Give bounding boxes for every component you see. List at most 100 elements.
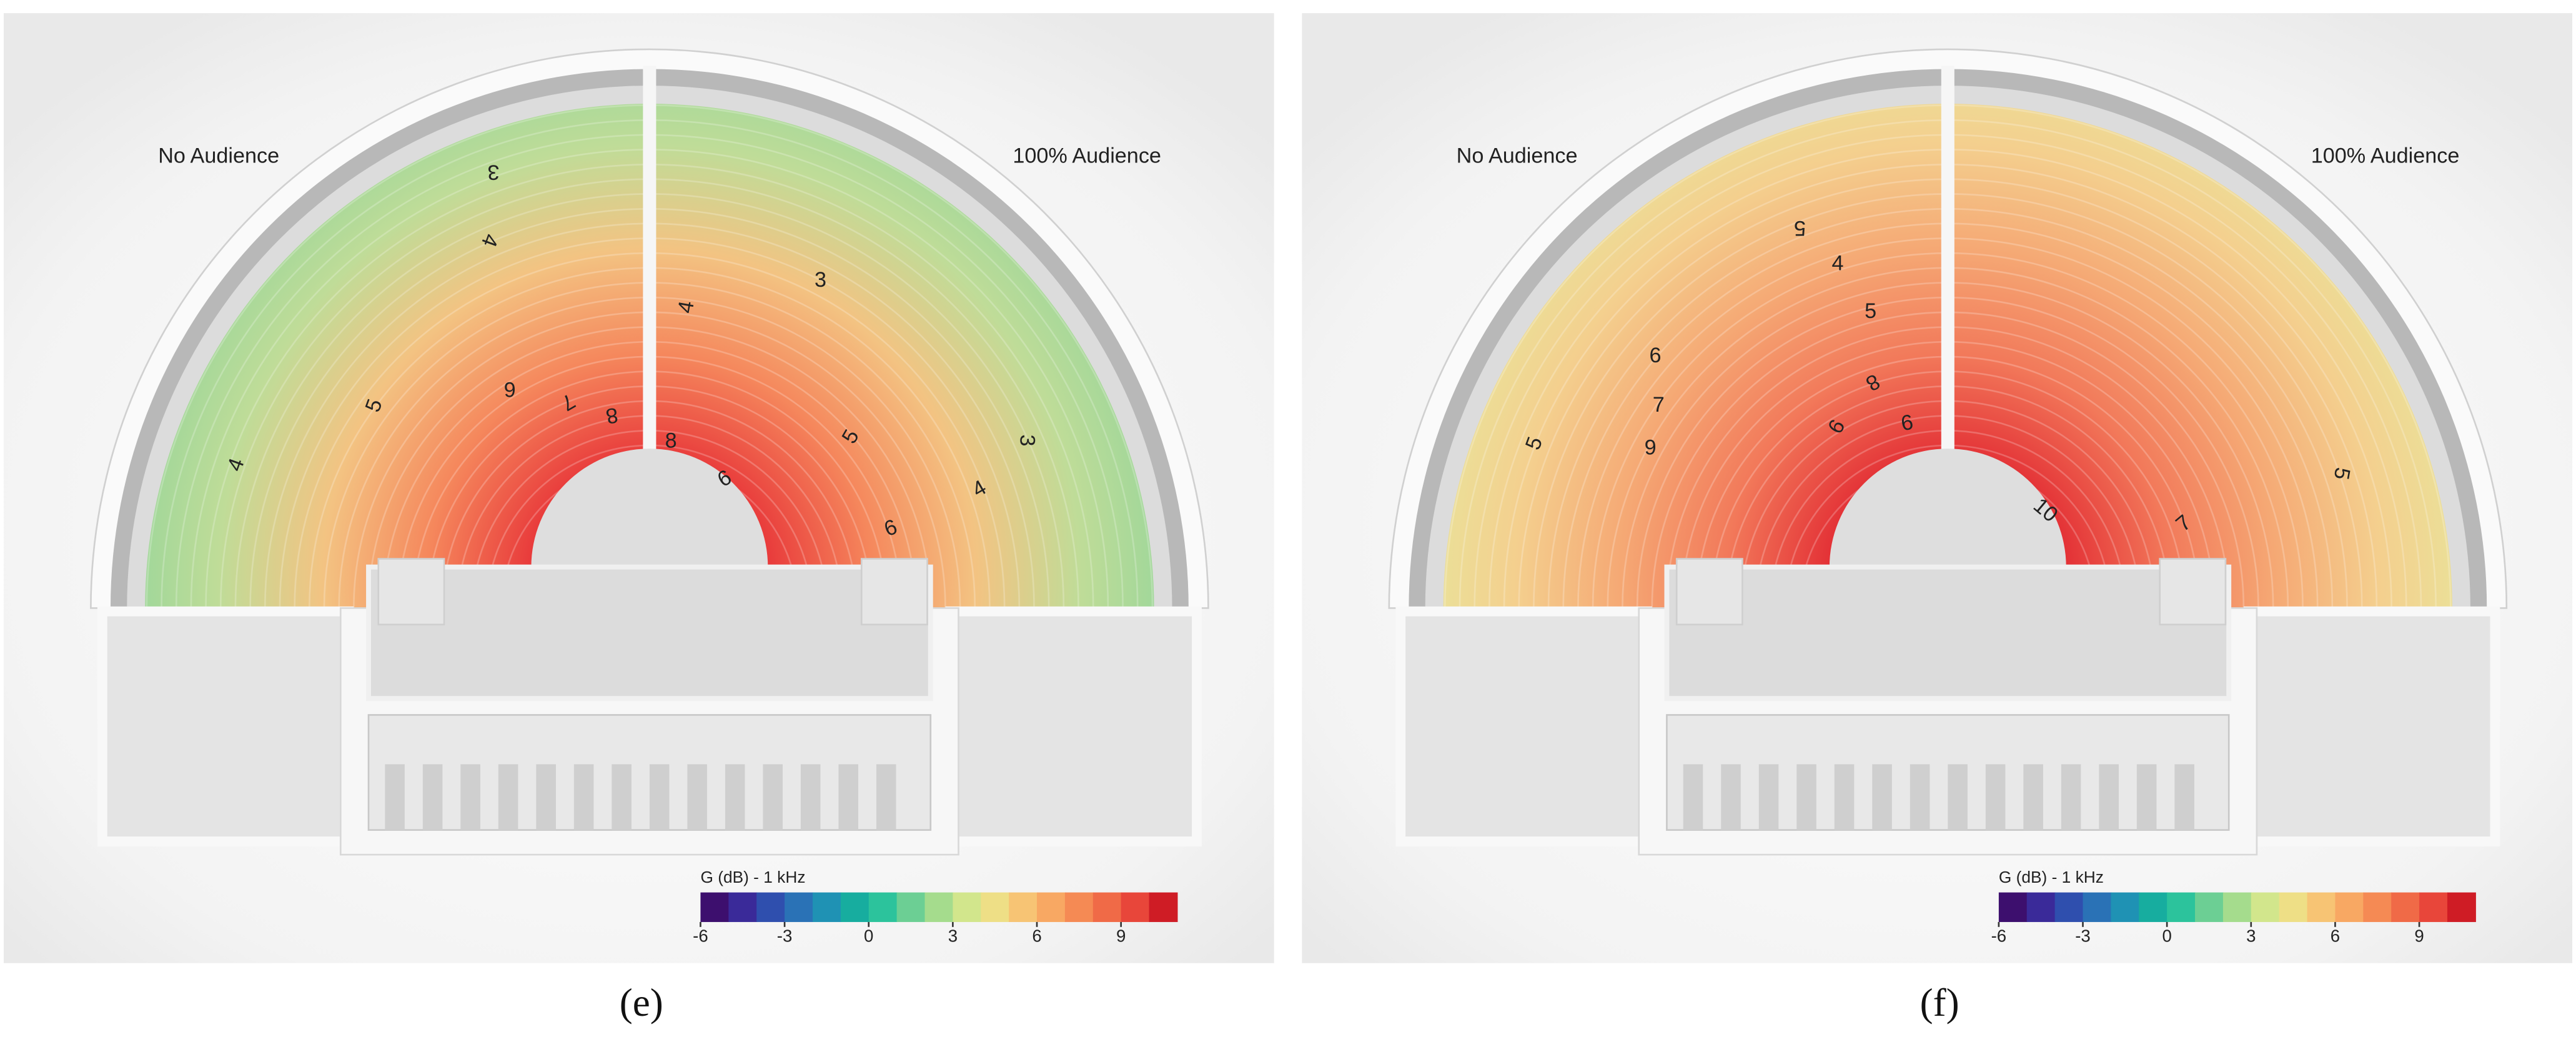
column bbox=[2061, 764, 2081, 830]
contour-label: 3 bbox=[487, 161, 499, 184]
side-wing bbox=[945, 606, 1202, 846]
colorbar-swatch bbox=[785, 892, 814, 922]
colorbar-swatch bbox=[812, 892, 841, 922]
colorbar-swatch bbox=[728, 892, 758, 922]
left-title: No Audience bbox=[158, 144, 279, 167]
colorbar-tick-label: 0 bbox=[2162, 926, 2171, 946]
contour-label: 4 bbox=[1832, 252, 1844, 275]
column bbox=[460, 764, 480, 830]
column bbox=[763, 764, 783, 830]
colorbar-tick-label: 3 bbox=[2246, 926, 2256, 946]
column bbox=[2136, 764, 2157, 830]
colorbar-swatch bbox=[2363, 892, 2392, 922]
colorbar-swatch bbox=[1149, 892, 1178, 922]
column bbox=[498, 764, 518, 830]
colorbar-tick-label: -6 bbox=[1991, 926, 2007, 946]
contour-label: 9 bbox=[1645, 435, 1657, 459]
colorbar-swatch bbox=[1121, 892, 1150, 922]
colorbar-swatch bbox=[2391, 892, 2420, 922]
colorbar-swatch bbox=[2167, 892, 2196, 922]
colorbar-tick-label: 6 bbox=[1032, 926, 1041, 946]
colorbar-swatch bbox=[1092, 892, 1122, 922]
stage bbox=[366, 564, 933, 702]
colorbar-swatch bbox=[2279, 892, 2308, 922]
contour-label: 8 bbox=[665, 429, 677, 453]
colorbar-swatch bbox=[1064, 892, 1094, 922]
divider bbox=[1941, 66, 1954, 485]
orchestra bbox=[1829, 449, 2066, 567]
colorbar-tick-label: 0 bbox=[864, 926, 873, 946]
column bbox=[2099, 764, 2119, 830]
contour-label: 6 bbox=[504, 377, 516, 401]
column bbox=[573, 764, 594, 830]
colorbar-swatch bbox=[896, 892, 926, 922]
colorbar-swatch bbox=[868, 892, 898, 922]
contour-label: 6 bbox=[1650, 344, 1662, 367]
column bbox=[536, 764, 556, 830]
colorbar-tick-label: -3 bbox=[2075, 926, 2091, 946]
stage-tower bbox=[1675, 558, 1743, 626]
colorbar-swatch bbox=[953, 892, 982, 922]
column bbox=[687, 764, 707, 830]
column bbox=[1721, 764, 1741, 830]
column bbox=[1872, 764, 1892, 830]
colorbar-swatch bbox=[2307, 892, 2336, 922]
contour-label: 5 bbox=[1865, 299, 1876, 323]
side-wing bbox=[97, 606, 354, 846]
orchestra bbox=[531, 449, 768, 567]
left-title: No Audience bbox=[1457, 144, 1578, 167]
side-wing bbox=[2243, 606, 2500, 846]
colorbar-tick-label: 6 bbox=[2331, 926, 2340, 946]
stage-tower bbox=[860, 558, 928, 626]
colorbar-swatch bbox=[2251, 892, 2280, 922]
colorbar-swatch bbox=[981, 892, 1010, 922]
column bbox=[1796, 764, 1816, 830]
colorbar-swatch bbox=[924, 892, 954, 922]
colorbar-tick-label: 9 bbox=[2414, 926, 2424, 946]
colorbar-tick-label: -6 bbox=[693, 926, 708, 946]
column bbox=[612, 764, 632, 830]
stage-tower bbox=[377, 558, 445, 626]
column bbox=[876, 764, 896, 830]
contour-label: 7 bbox=[1653, 393, 1665, 417]
column bbox=[2023, 764, 2043, 830]
right-title: 100% Audience bbox=[2311, 144, 2460, 167]
contour-label: 5 bbox=[1794, 216, 1806, 240]
column bbox=[2174, 764, 2194, 830]
colorbar-swatch bbox=[2222, 892, 2252, 922]
colorbar-tick-label: 3 bbox=[948, 926, 958, 946]
column bbox=[1948, 764, 1968, 830]
column bbox=[385, 764, 405, 830]
colorbar-swatch bbox=[2447, 892, 2476, 922]
colorbar-swatch bbox=[700, 892, 730, 922]
colorbar-swatch bbox=[2026, 892, 2056, 922]
colorbar-swatch bbox=[1037, 892, 1066, 922]
colorbar-swatch bbox=[840, 892, 869, 922]
column bbox=[838, 764, 859, 830]
colorbar-swatch bbox=[2054, 892, 2084, 922]
panel-label: (f) bbox=[1920, 981, 1959, 1025]
colorbar-title: G (dB) - 1 kHz bbox=[700, 868, 805, 886]
side-wing bbox=[1395, 606, 1652, 846]
column bbox=[649, 764, 670, 830]
column bbox=[422, 764, 443, 830]
contour-label: 3 bbox=[1015, 435, 1039, 447]
column bbox=[1758, 764, 1779, 830]
panel-label: (e) bbox=[620, 981, 663, 1025]
column bbox=[1834, 764, 1855, 830]
colorbar-swatch bbox=[2111, 892, 2140, 922]
column bbox=[800, 764, 821, 830]
column bbox=[725, 764, 745, 830]
colorbar-swatch bbox=[2083, 892, 2112, 922]
colorbar-swatch bbox=[756, 892, 786, 922]
colorbar-title: G (dB) - 1 kHz bbox=[1999, 868, 2104, 886]
colorbar-tick-label: -3 bbox=[777, 926, 793, 946]
colorbar-swatch bbox=[2139, 892, 2168, 922]
column bbox=[1683, 764, 1703, 830]
stage bbox=[1664, 564, 2232, 702]
colorbar-swatch bbox=[2195, 892, 2224, 922]
colorbar-swatch bbox=[2419, 892, 2449, 922]
